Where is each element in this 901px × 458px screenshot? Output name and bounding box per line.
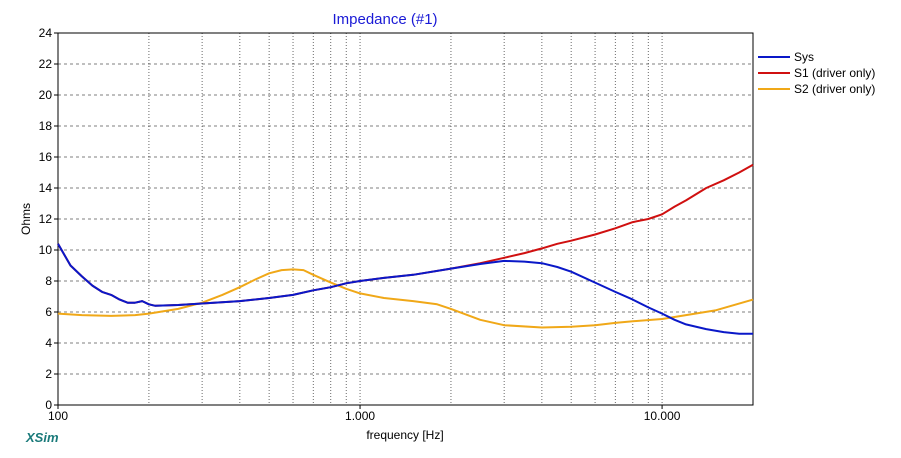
y-tick-label: 18: [39, 119, 53, 133]
xsim-logo: XSim: [25, 430, 59, 445]
x-tick-label: 1.000: [345, 409, 375, 423]
y-tick-label: 22: [39, 57, 53, 71]
y-tick-label: 4: [45, 336, 52, 350]
y-tick-label: 24: [39, 26, 53, 40]
y-tick-label: 14: [39, 181, 53, 195]
legend-label: S1 (driver only): [794, 66, 875, 80]
x-axis: 100 1.000 10.000: [48, 405, 681, 423]
legend: Sys S1 (driver only) S2 (driver only): [758, 50, 875, 96]
legend-label: Sys: [794, 50, 814, 64]
y-tick-label: 6: [45, 305, 52, 319]
y-tick-label: 10: [39, 243, 53, 257]
y-tick-label: 16: [39, 150, 53, 164]
legend-label: S2 (driver only): [794, 82, 875, 96]
series-line-sys: [57, 243, 753, 335]
x-axis-label: frequency [Hz]: [366, 428, 443, 442]
x-tick-label: 100: [48, 409, 68, 423]
series-line-s2: [57, 268, 754, 329]
y-axis-label: Ohms: [19, 203, 33, 235]
grid-lines: [58, 33, 753, 405]
chart-title: Impedance (#1): [332, 11, 437, 28]
y-tick-label: 2: [45, 367, 52, 381]
series-lines: [57, 163, 754, 335]
x-tick-label: 10.000: [644, 409, 681, 423]
y-tick-label: 20: [39, 88, 53, 102]
series-line-s1: [57, 163, 754, 307]
y-tick-label: 0: [45, 398, 52, 412]
y-tick-label: 8: [45, 274, 52, 288]
y-tick-label: 12: [39, 212, 53, 226]
